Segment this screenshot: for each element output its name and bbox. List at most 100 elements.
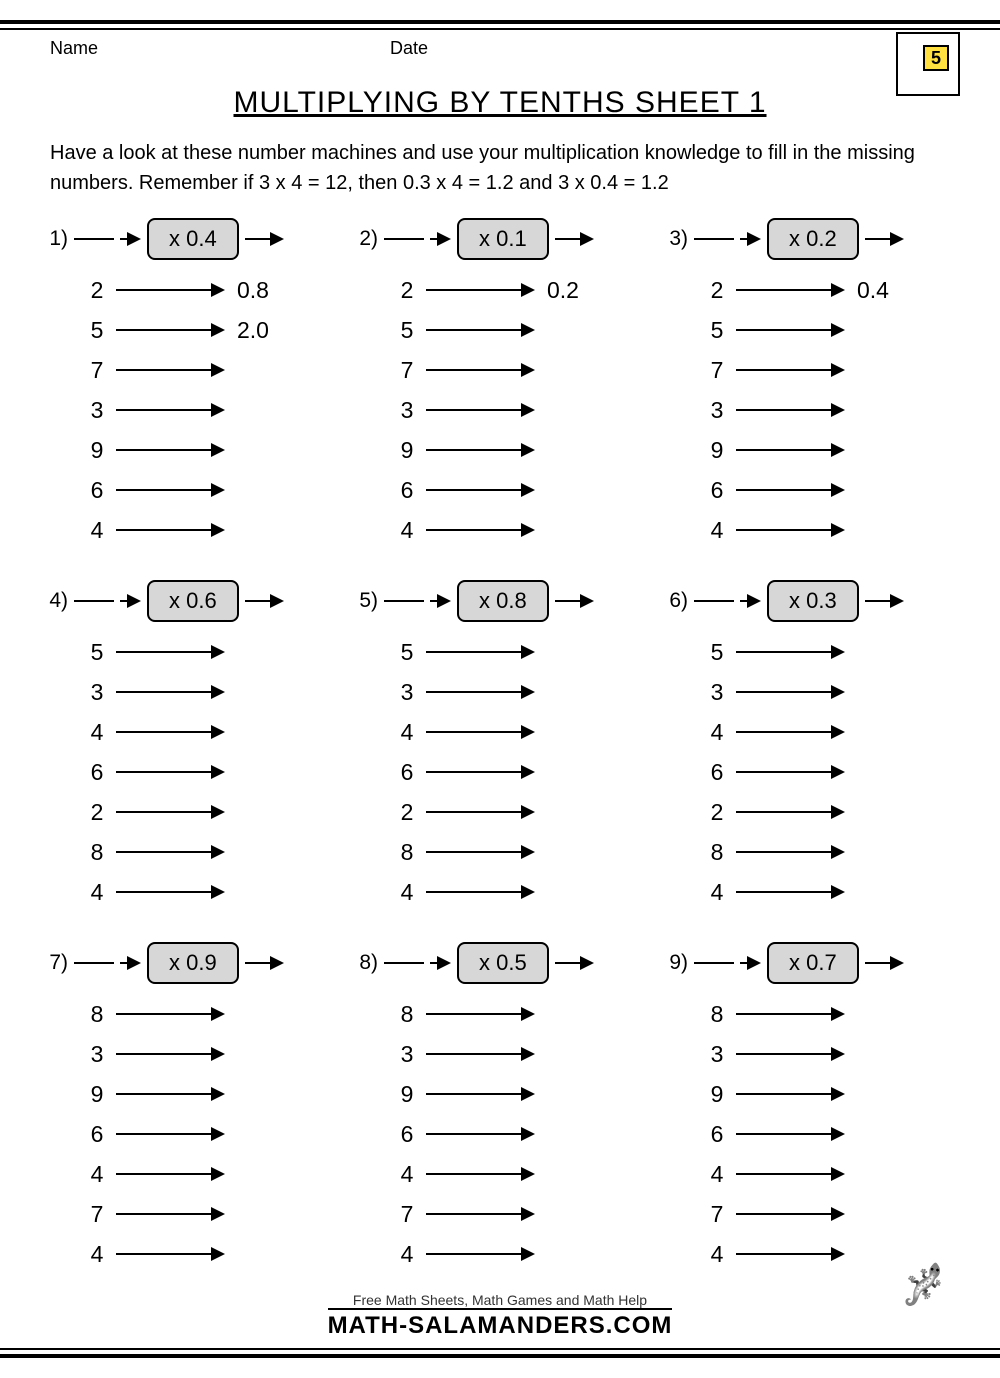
output-value: 0.8 bbox=[237, 277, 287, 304]
header-row: Name Date 5 bbox=[0, 38, 1000, 78]
machine-row: 3 bbox=[660, 390, 960, 430]
input-value: 6 bbox=[84, 1121, 110, 1148]
machine-row: 6 bbox=[660, 470, 960, 510]
number-machine: x 0.8 bbox=[384, 580, 600, 622]
arrow-icon bbox=[426, 1247, 535, 1261]
arrow-icon bbox=[736, 1047, 845, 1061]
arrow-icon bbox=[116, 523, 225, 537]
number-machine: x 0.7 bbox=[694, 942, 910, 984]
machine-row: 3 bbox=[350, 1034, 650, 1074]
machine-row: 9 bbox=[40, 1074, 340, 1114]
arrow-icon bbox=[116, 283, 225, 297]
arrow-icon bbox=[116, 645, 225, 659]
input-value: 4 bbox=[704, 1241, 730, 1268]
machine-row: 8 bbox=[350, 994, 650, 1034]
problem: 1)x 0.420.852.073964 bbox=[40, 218, 340, 550]
grade-badge-number: 5 bbox=[923, 45, 949, 71]
arrow-icon bbox=[116, 1167, 225, 1181]
machine-row: 9 bbox=[350, 1074, 650, 1114]
worksheet-page: Name Date 5 MULTIPLYING BY TENTHS SHEET … bbox=[0, 20, 1000, 1358]
problem: 9)x 0.78396474 bbox=[660, 942, 960, 1274]
arrow-icon bbox=[736, 1087, 845, 1101]
machine-row: 4 bbox=[350, 1154, 650, 1194]
arrow-icon bbox=[736, 363, 845, 377]
input-value: 3 bbox=[84, 679, 110, 706]
problem-number: 9) bbox=[660, 951, 694, 975]
problem-header: 5)x 0.8 bbox=[350, 580, 650, 622]
input-value: 5 bbox=[704, 639, 730, 666]
problem-number: 3) bbox=[660, 227, 694, 251]
arrow-icon bbox=[430, 232, 451, 246]
machine-row: 9 bbox=[40, 430, 340, 470]
input-value: 9 bbox=[394, 437, 420, 464]
machine-row: 4 bbox=[40, 510, 340, 550]
arrow-icon bbox=[426, 765, 535, 779]
input-value: 4 bbox=[84, 879, 110, 906]
machine-lead-line bbox=[384, 238, 424, 240]
machine-row: 5 bbox=[350, 310, 650, 350]
operation-box: x 0.4 bbox=[147, 218, 239, 260]
problem-number: 8) bbox=[350, 951, 384, 975]
arrow-icon bbox=[426, 805, 535, 819]
footer: Free Math Sheets, Math Games and Math He… bbox=[0, 1286, 1000, 1340]
arrow-icon bbox=[426, 1047, 535, 1061]
machine-row: 7 bbox=[350, 350, 650, 390]
input-value: 8 bbox=[394, 1001, 420, 1028]
input-value: 6 bbox=[84, 759, 110, 786]
problem-header: 6)x 0.3 bbox=[660, 580, 960, 622]
arrow-icon bbox=[736, 805, 845, 819]
input-value: 9 bbox=[704, 437, 730, 464]
machine-row: 8 bbox=[350, 832, 650, 872]
input-value: 2 bbox=[704, 799, 730, 826]
problem: 8)x 0.58396474 bbox=[350, 942, 650, 1274]
arrow-icon bbox=[865, 956, 904, 970]
input-value: 4 bbox=[84, 1161, 110, 1188]
machine-row: 6 bbox=[40, 752, 340, 792]
operation-box: x 0.2 bbox=[767, 218, 859, 260]
arrow-icon bbox=[116, 443, 225, 457]
arrow-icon bbox=[116, 1127, 225, 1141]
grade-badge: 5 bbox=[896, 32, 960, 96]
machine-row: 8 bbox=[40, 994, 340, 1034]
arrow-icon bbox=[426, 1167, 535, 1181]
machine-lead-line bbox=[74, 238, 114, 240]
arrow-icon bbox=[736, 1127, 845, 1141]
output-value: 0.2 bbox=[547, 277, 597, 304]
input-value: 3 bbox=[394, 679, 420, 706]
arrow-icon bbox=[426, 403, 535, 417]
machine-row: 2 bbox=[660, 792, 960, 832]
number-machine: x 0.4 bbox=[74, 218, 290, 260]
number-machine: x 0.6 bbox=[74, 580, 290, 622]
arrow-icon bbox=[736, 523, 845, 537]
problem: 6)x 0.35346284 bbox=[660, 580, 960, 912]
arrow-icon bbox=[116, 845, 225, 859]
machine-lead-line bbox=[694, 238, 734, 240]
input-value: 7 bbox=[84, 357, 110, 384]
problem-number: 2) bbox=[350, 227, 384, 251]
machine-row: 4 bbox=[350, 712, 650, 752]
machine-row: 2 bbox=[350, 792, 650, 832]
arrow-icon bbox=[555, 594, 594, 608]
arrow-icon bbox=[116, 1207, 225, 1221]
arrow-icon bbox=[426, 523, 535, 537]
machine-row: 4 bbox=[660, 1154, 960, 1194]
problem: 5)x 0.85346284 bbox=[350, 580, 650, 912]
input-value: 3 bbox=[394, 1041, 420, 1068]
machine-row: 4 bbox=[660, 712, 960, 752]
input-value: 3 bbox=[84, 1041, 110, 1068]
machine-lead-line bbox=[694, 600, 734, 602]
input-value: 6 bbox=[394, 759, 420, 786]
machine-row: 4 bbox=[350, 1234, 650, 1274]
operation-box: x 0.1 bbox=[457, 218, 549, 260]
arrow-icon bbox=[736, 845, 845, 859]
machine-row: 6 bbox=[40, 1114, 340, 1154]
arrow-icon bbox=[736, 283, 845, 297]
input-value: 6 bbox=[704, 1121, 730, 1148]
problems-grid: 1)x 0.420.852.0739642)x 0.120.25739643)x… bbox=[0, 218, 1000, 1286]
arrow-icon bbox=[555, 232, 594, 246]
problem-header: 9)x 0.7 bbox=[660, 942, 960, 984]
machine-row: 4 bbox=[350, 872, 650, 912]
arrow-icon bbox=[430, 594, 451, 608]
machine-lead-line bbox=[74, 962, 114, 964]
input-value: 3 bbox=[704, 1041, 730, 1068]
